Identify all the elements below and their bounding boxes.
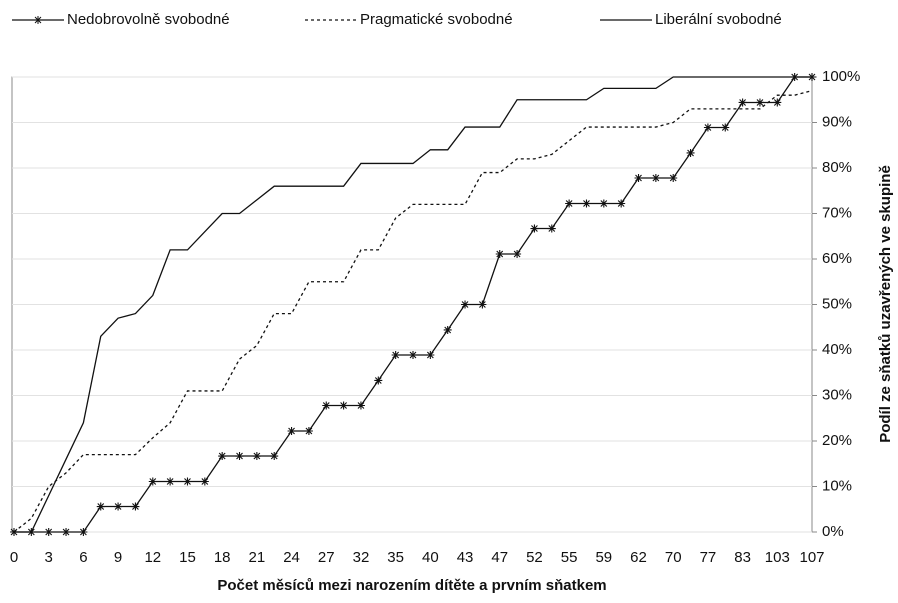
- point-marker: [495, 249, 504, 258]
- point-marker: [62, 528, 71, 536]
- point-marker: [565, 199, 574, 208]
- y-tick-label: 50%: [822, 295, 852, 312]
- point-marker: [148, 477, 157, 486]
- x-tick-label: 77: [700, 549, 717, 566]
- x-tick-label: 27: [318, 549, 335, 566]
- point-marker: [443, 325, 452, 334]
- point-marker: [374, 376, 383, 385]
- point-marker: [513, 249, 522, 258]
- y-tick-label: 10%: [822, 477, 852, 494]
- point-marker: [270, 452, 279, 461]
- point-marker: [755, 98, 764, 107]
- x-tick-label: 52: [526, 549, 543, 566]
- x-tick-label: 3: [45, 549, 53, 566]
- point-marker: [461, 300, 470, 309]
- x-tick-label: 21: [249, 549, 266, 566]
- point-marker: [235, 452, 244, 461]
- point-marker: [582, 199, 591, 208]
- legend-label: Pragmatické svobodné: [360, 11, 513, 28]
- point-marker: [322, 401, 331, 410]
- point-marker: [617, 199, 626, 208]
- y-axis-title: Podíl ze sňatků uzavřených ve skupině: [877, 165, 894, 443]
- point-marker: [131, 502, 140, 511]
- point-marker: [478, 300, 487, 309]
- y-tick-label: 90%: [822, 113, 852, 130]
- y-tick-label: 60%: [822, 250, 852, 267]
- point-marker: [218, 452, 227, 461]
- point-marker: [738, 98, 747, 107]
- legend-label: Liberální svobodné: [655, 11, 782, 28]
- y-tick-label: 0%: [822, 523, 844, 540]
- point-marker: [599, 199, 608, 208]
- x-axis-title: Počet měsíců mezi narozením dítěte a prv…: [217, 577, 606, 594]
- x-tick-label: 35: [387, 549, 404, 566]
- x-tick-label: 62: [630, 549, 647, 566]
- point-marker: [304, 426, 313, 435]
- point-marker: [721, 123, 730, 132]
- point-marker: [409, 351, 417, 360]
- x-tick-label: 55: [561, 549, 578, 566]
- x-tick-label: 40: [422, 549, 439, 566]
- point-marker: [634, 174, 643, 183]
- y-tick-label: 20%: [822, 432, 852, 449]
- x-tick-label: 70: [665, 549, 682, 566]
- point-marker: [530, 224, 539, 233]
- x-tick-label: 107: [799, 549, 824, 566]
- x-tick-label: 59: [595, 549, 612, 566]
- x-tick-label: 83: [734, 549, 751, 566]
- point-marker: [391, 351, 400, 360]
- x-tick-label: 32: [353, 549, 370, 566]
- y-tick-label: 70%: [822, 204, 852, 221]
- x-tick-label: 43: [457, 549, 474, 566]
- x-tick-label: 9: [114, 549, 122, 566]
- point-marker: [547, 224, 556, 233]
- point-marker: [252, 452, 261, 461]
- y-tick-label: 30%: [822, 386, 852, 403]
- legend-label: Nedobrovolně svobodné: [67, 11, 230, 28]
- x-tick-label: 24: [283, 549, 300, 566]
- x-tick-label: 0: [10, 549, 18, 566]
- point-marker: [166, 477, 175, 486]
- x-tick-label: 18: [214, 549, 231, 566]
- x-tick-label: 6: [79, 549, 87, 566]
- point-marker: [356, 401, 365, 410]
- x-tick-label: 47: [491, 549, 508, 566]
- x-tick-label: 12: [144, 549, 161, 566]
- point-marker: [651, 174, 660, 183]
- y-tick-label: 40%: [822, 341, 852, 358]
- point-marker: [79, 528, 88, 536]
- point-marker: [669, 174, 678, 183]
- x-tick-label: 103: [765, 549, 790, 566]
- series-line: [14, 76, 812, 533]
- point-marker: [114, 502, 123, 511]
- point-marker: [426, 351, 435, 360]
- point-marker: [183, 477, 192, 486]
- point-marker: [44, 528, 53, 536]
- point-marker: [96, 502, 105, 511]
- y-tick-label: 100%: [822, 68, 860, 85]
- point-marker: [200, 477, 209, 486]
- point-marker: [686, 148, 695, 157]
- legend-marker: [34, 16, 42, 24]
- y-tick-label: 80%: [822, 159, 852, 176]
- x-tick-label: 15: [179, 549, 196, 566]
- point-marker: [339, 401, 348, 410]
- point-marker: [287, 426, 296, 435]
- series-line: [13, 90, 813, 533]
- point-marker: [703, 123, 712, 132]
- point-marker: [773, 98, 782, 107]
